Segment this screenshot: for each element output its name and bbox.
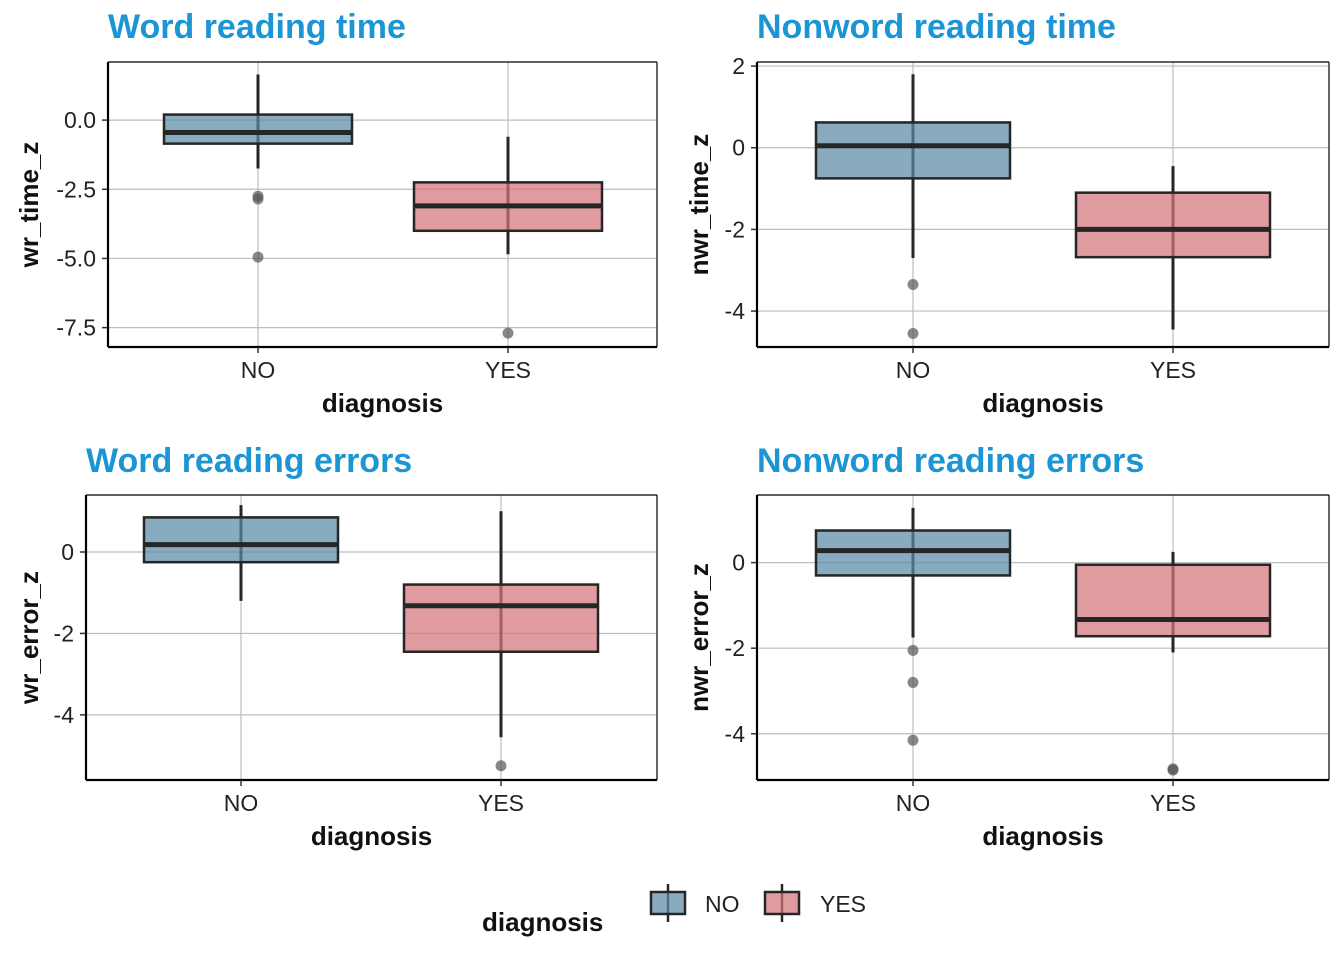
legend-title: diagnosis (482, 907, 603, 937)
x-axis-title: diagnosis (982, 821, 1103, 851)
iqr-box (142, 516, 340, 564)
box-yes (412, 136, 604, 339)
outlier-point (252, 193, 264, 205)
legend: diagnosis NO YES (482, 884, 866, 937)
outlier-point (907, 644, 919, 656)
iqr-box (402, 583, 600, 653)
box-yes (402, 511, 600, 772)
y-tick-label: 0 (61, 539, 74, 565)
x-tick-label: NO (896, 357, 931, 383)
x-tick-label: YES (1150, 357, 1196, 383)
y-axis-title: wr_time_z (14, 142, 44, 269)
x-tick-label: NO (224, 790, 259, 816)
box-no (814, 507, 1012, 746)
legend-label: YES (820, 891, 866, 917)
panel-title: Nonword reading errors (757, 442, 1144, 480)
panel-2: 2 0 -2 -4 NO YES diagnosis nwr_time_z Nonword re… (684, 8, 1330, 418)
iqr-box (814, 121, 1012, 180)
y-tick-label: -2 (725, 635, 745, 661)
legend-key-swatch (649, 890, 687, 916)
y-tick-label: 0 (732, 550, 745, 576)
legend-key-no: NO (649, 884, 740, 922)
y-axis-title: nwr_error_z (684, 563, 714, 712)
iqr-box (1074, 563, 1272, 638)
x-tick-label: YES (485, 357, 531, 383)
y-tick-label: 0.0 (64, 107, 96, 133)
legend-key-swatch (763, 890, 801, 916)
y-tick-label: 0 (732, 135, 745, 161)
iqr-box (162, 113, 354, 145)
x-tick-label: YES (1150, 790, 1196, 816)
outlier-point (907, 734, 919, 746)
y-axis-title: wr_error_z (14, 571, 44, 705)
box-no (162, 74, 354, 263)
y-tick-label: -7.5 (56, 315, 96, 341)
y-tick-label: -2 (725, 216, 745, 242)
y-tick-label: -4 (725, 298, 746, 324)
box-yes (1074, 166, 1272, 330)
y-axis-title: nwr_time_z (684, 134, 714, 276)
panel-title: Word reading time (108, 8, 406, 46)
panel-title: Nonword reading time (757, 8, 1116, 46)
panel-1: 0.0 -2.5 -5.0 -7.5 NO YES diagnosis wr_time_z Wo… (14, 8, 658, 418)
y-tick-label: -4 (725, 721, 746, 747)
outlier-point (495, 760, 507, 772)
box-no (814, 74, 1012, 340)
y-tick-label: -2.5 (56, 176, 96, 202)
iqr-box (1074, 191, 1272, 259)
x-axis-title: diagnosis (982, 388, 1103, 418)
outlier-point (1167, 764, 1179, 776)
outlier-point (502, 327, 514, 339)
box-no (142, 505, 340, 601)
outlier-point (907, 279, 919, 291)
x-axis-title: diagnosis (311, 821, 432, 851)
y-tick-label: -4 (54, 702, 75, 728)
panel-title: Word reading errors (86, 442, 412, 480)
x-tick-label: YES (478, 790, 524, 816)
y-tick-label: -5.0 (56, 245, 96, 271)
legend-key-yes: YES (763, 884, 866, 922)
x-axis-title: diagnosis (322, 388, 443, 418)
x-tick-label: NO (896, 790, 931, 816)
box-yes (1074, 551, 1272, 776)
panel-4: 0 -2 -4 NO YES diagnosis nwr_error_z Nonword re… (684, 442, 1330, 851)
outlier-point (907, 328, 919, 340)
y-tick-label: 2 (732, 53, 745, 79)
y-tick-label: -2 (54, 620, 74, 646)
outlier-point (252, 251, 264, 263)
x-tick-label: NO (241, 357, 276, 383)
legend-label: NO (705, 891, 740, 917)
panel-3: 0 -2 -4 NO YES diagnosis wr_error_z Word readin… (14, 442, 658, 851)
outlier-point (907, 676, 919, 688)
